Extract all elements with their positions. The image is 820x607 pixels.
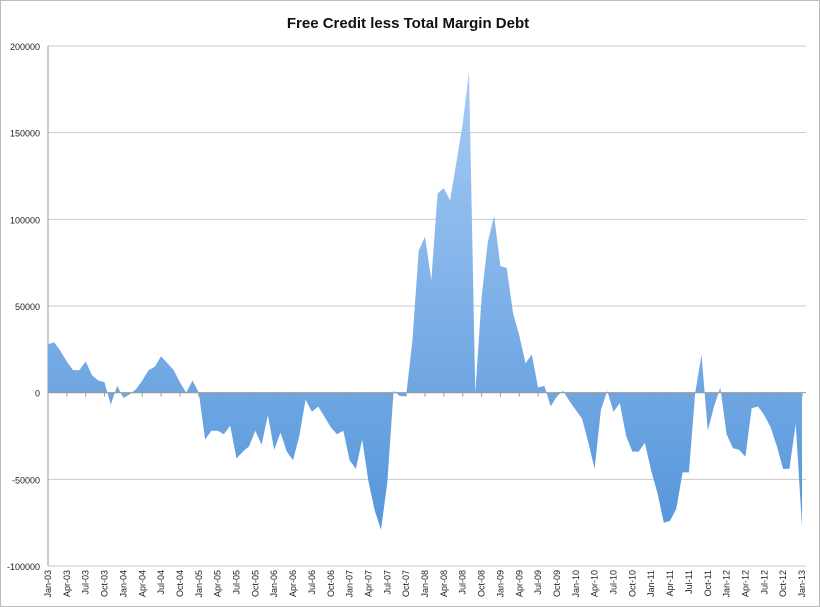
x-tick-label: Oct-09 xyxy=(552,570,562,597)
x-tick-label: Oct-11 xyxy=(703,570,713,596)
x-tick-label: Jul-06 xyxy=(307,570,317,595)
x-tick-label: Apr-10 xyxy=(590,570,600,597)
x-tick-label: Oct-03 xyxy=(100,570,110,597)
x-tick-label: Jul-05 xyxy=(232,570,242,595)
x-tick-label: Jan-07 xyxy=(345,570,355,598)
data-area xyxy=(48,72,802,530)
x-tick-label: Apr-03 xyxy=(62,570,72,597)
x-tick-label: Apr-11 xyxy=(665,570,675,596)
x-tick-label: Jul-09 xyxy=(533,570,543,595)
x-tick-label: Apr-07 xyxy=(363,570,373,597)
x-tick-label: Oct-05 xyxy=(250,570,260,597)
y-tick-label: -50000 xyxy=(12,475,40,485)
x-tick-label: Jan-11 xyxy=(646,570,656,597)
x-tick-label: Oct-04 xyxy=(175,570,185,597)
x-tick-label: Jan-04 xyxy=(118,570,128,598)
x-tick-label: Jul-03 xyxy=(81,570,91,595)
x-tick-label: Apr-05 xyxy=(213,570,223,597)
y-axis: -100000 -50000 0 50000 100000 150000 200000 xyxy=(7,42,49,572)
x-tick-label: Jul-08 xyxy=(458,570,468,595)
x-tick-label: Apr-09 xyxy=(514,570,524,597)
x-tick-label: Oct-08 xyxy=(477,570,487,597)
y-tick-label: 50000 xyxy=(15,302,40,312)
x-tick-label: Apr-08 xyxy=(439,570,449,597)
y-tick-label: 100000 xyxy=(10,215,40,225)
y-tick-label: 0 xyxy=(35,389,40,399)
y-tick-label: -100000 xyxy=(7,562,40,572)
x-tick-label: Apr-04 xyxy=(137,570,147,597)
x-tick-label: Oct-10 xyxy=(627,570,637,597)
x-axis: Jan-03 Apr-03 Jul-03 Oct-03 Jan-04 Apr-04 Jul-… xyxy=(43,392,807,598)
x-tick-label: Jan-12 xyxy=(722,570,732,598)
x-tick-label: Jul-10 xyxy=(609,570,619,595)
x-tick-label: Apr-12 xyxy=(740,570,750,597)
y-tick-label: 200000 xyxy=(10,42,40,52)
x-tick-label: Apr-06 xyxy=(288,570,298,597)
x-tick-label: Oct-07 xyxy=(401,570,411,597)
x-tick-label: Jul-07 xyxy=(382,570,392,595)
x-tick-label: Jan-05 xyxy=(194,570,204,598)
x-tick-label: Jan-13 xyxy=(797,570,807,598)
x-tick-label: Jan-09 xyxy=(495,570,505,598)
x-tick-label: Jan-06 xyxy=(269,570,279,598)
x-tick-label: Oct-06 xyxy=(326,570,336,597)
x-tick-label: Jan-08 xyxy=(420,570,430,598)
y-tick-label: 150000 xyxy=(10,129,40,139)
x-tick-label: Oct-12 xyxy=(778,570,788,597)
x-tick-label: Jan-03 xyxy=(43,570,53,598)
x-tick-label: Jan-10 xyxy=(571,570,581,598)
x-tick-label: Jul-12 xyxy=(759,570,769,595)
x-tick-label: Jul-04 xyxy=(156,570,166,595)
x-tick-label: Jul-11 xyxy=(684,570,694,594)
chart-title: Free Credit less Total Margin Debt xyxy=(287,15,529,32)
